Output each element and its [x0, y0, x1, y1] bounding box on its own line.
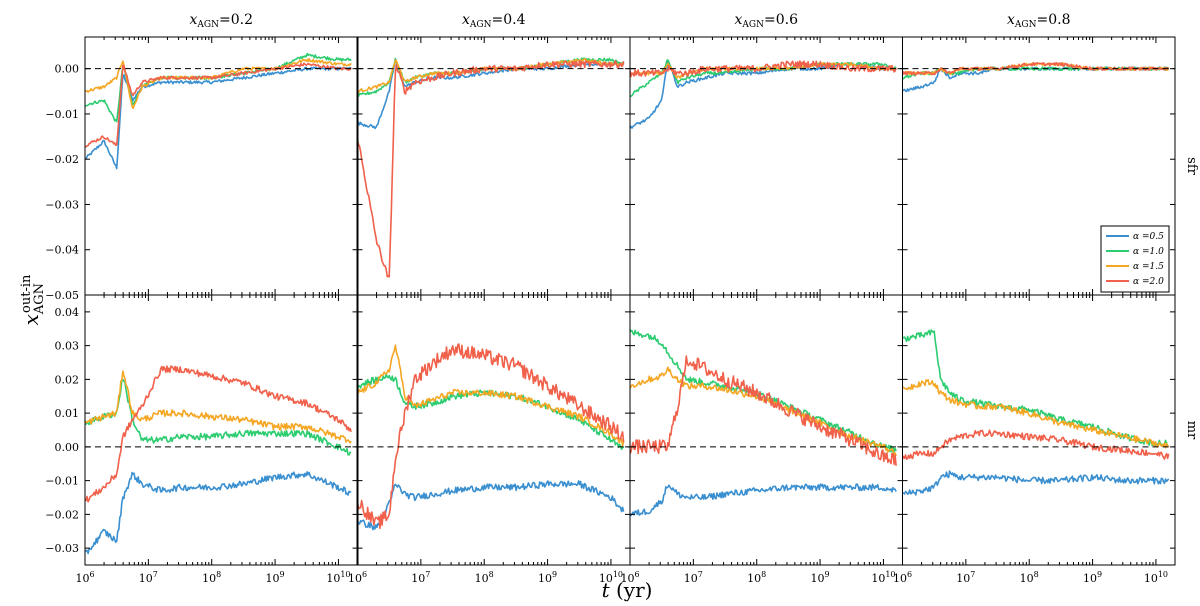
series-line-0.5-r0-c0 [85, 66, 352, 170]
row-label: sfr [1184, 157, 1199, 175]
y-tick-label: −0.04 [45, 244, 79, 257]
series-line-2.0-r0-c0 [85, 62, 352, 148]
x-tick-label: 107 [956, 570, 975, 585]
x-tick-label: 108 [202, 570, 221, 585]
legend-label: α =0.5 [1133, 232, 1164, 242]
y-tick-label: 0.03 [55, 340, 80, 353]
y-tick-label: 0.04 [55, 306, 80, 319]
panel-frame [902, 294, 1176, 566]
x-tick-label: 107 [411, 570, 430, 585]
series-line-1.0-r1-c2 [630, 329, 897, 453]
series-line-2.0-r0-c2 [630, 60, 897, 78]
y-tick-label: −0.02 [45, 508, 79, 521]
column-title: xAGN=0.8 [1007, 12, 1070, 30]
series-line-1.5-r1-c1 [357, 344, 625, 447]
y-tick-label: 0.01 [55, 407, 80, 420]
series-line-0.5-r0-c2 [630, 61, 897, 129]
series-line-2.0-r1-c2 [630, 355, 897, 466]
y-axis-label: xAGNout-in [19, 274, 47, 325]
x-tick-label: 108 [475, 570, 494, 585]
series-line-1.0-r0-c0 [85, 52, 352, 123]
column-title: xAGN=0.6 [735, 12, 799, 30]
column-title: xAGN=0.2 [190, 12, 253, 30]
y-tick-label: −0.05 [45, 289, 79, 302]
panel-curves [357, 57, 625, 278]
y-tick-label: −0.01 [45, 475, 79, 488]
row-label: mr [1184, 421, 1199, 440]
x-tick-label: 1010 [871, 570, 895, 585]
series-line-2.0-r1-c3 [902, 429, 1170, 460]
series-line-1.5-r0-c0 [85, 57, 352, 110]
x-tick-label: 1010 [1144, 570, 1168, 585]
y-tick-label: 0.00 [55, 441, 80, 454]
panel-curves [902, 329, 1170, 496]
series-line-0.5-r1-c3 [902, 470, 1170, 496]
panel-frame [357, 294, 631, 566]
panel-frame [629, 36, 903, 296]
x-axis-label: t (yr) [602, 578, 653, 602]
y-tick-label: −0.01 [45, 108, 79, 121]
series-line-1.5-r1-c0 [85, 370, 352, 444]
panel-curves [85, 365, 352, 555]
panel-frame [357, 36, 631, 296]
series-line-1.5-r1-c3 [902, 379, 1170, 449]
x-tick-label: 107 [139, 570, 158, 585]
series-line-2.0-r1-c0 [85, 365, 352, 503]
x-tick-label: 108 [747, 570, 766, 585]
series-line-2.0-r1-c1 [357, 343, 625, 530]
x-tick-label: 109 [811, 570, 830, 585]
x-tick-label: 109 [266, 570, 285, 585]
series-line-1.0-r1-c3 [902, 329, 1169, 448]
panel-curves [902, 61, 1170, 93]
x-tick-label: 109 [1083, 570, 1102, 585]
y-tick-label: −0.03 [45, 542, 79, 555]
panel-curves [357, 343, 625, 531]
series-line-2.0-r0-c1 [357, 60, 625, 278]
series-line-0.5-r1-c2 [630, 483, 897, 517]
y-tick-label: 0.00 [55, 63, 80, 76]
y-tick-label: −0.03 [45, 198, 79, 211]
series-line-0.5-r1-c1 [357, 480, 625, 531]
legend-label: α =1.0 [1133, 247, 1164, 257]
x-tick-label: 1010 [326, 570, 350, 585]
series-line-0.5-r1-c0 [85, 471, 352, 555]
y-tick-label: 0.02 [55, 373, 80, 386]
column-title: xAGN=0.4 [462, 12, 526, 30]
x-tick-label: 108 [1020, 570, 1039, 585]
x-tick-label: 107 [684, 570, 703, 585]
x-tick-label: 109 [538, 570, 557, 585]
panel-curves [85, 52, 352, 170]
x-tick-label: 106 [348, 570, 367, 585]
panel-curves [630, 59, 897, 129]
x-tick-label: 106 [893, 570, 912, 585]
x-tick-label: 106 [620, 570, 639, 585]
x-tick-label: 1010 [599, 570, 623, 585]
panel-curves [630, 329, 897, 517]
legend-label: α =1.5 [1133, 262, 1164, 272]
y-tick-label: −0.02 [45, 153, 79, 166]
x-tick-label: 106 [75, 570, 94, 585]
legend-label: α =2.0 [1133, 277, 1164, 287]
